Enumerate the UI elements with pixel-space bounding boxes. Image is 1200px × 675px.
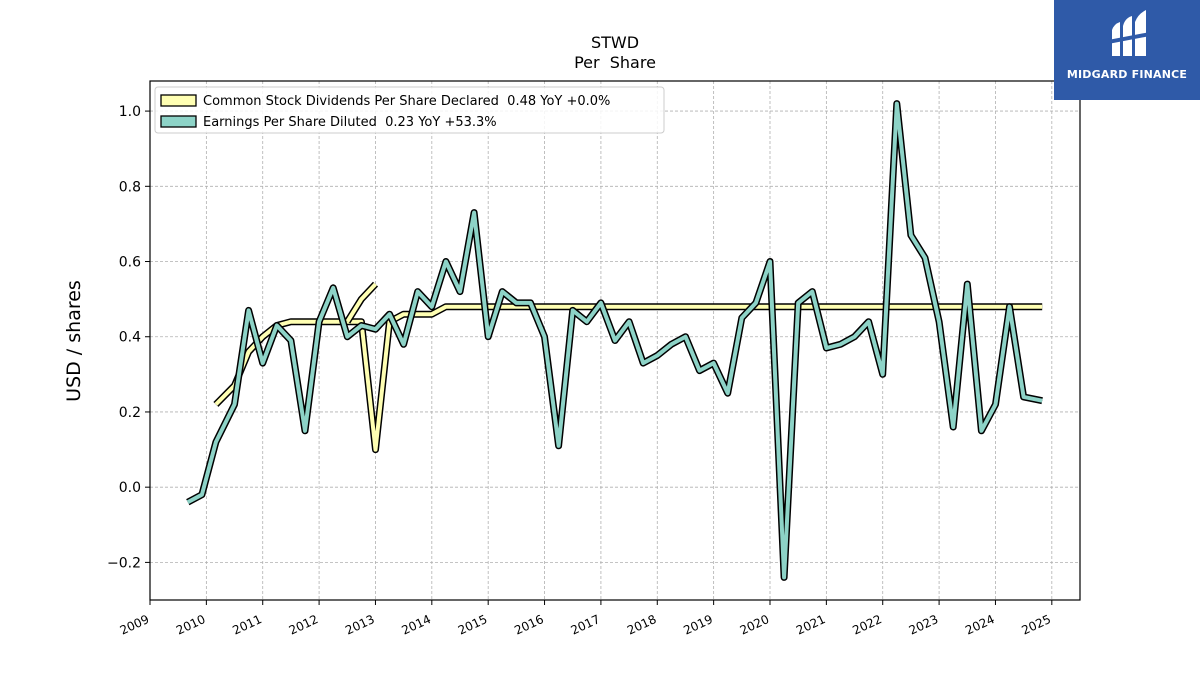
y-tick-label: 0.6: [119, 255, 141, 271]
x-tick-label: 2023: [907, 612, 941, 638]
x-tick-label: 2015: [456, 612, 490, 638]
y-tick-label: 1.0: [119, 104, 141, 120]
legend-swatch-eps: [160, 115, 197, 128]
x-tick-label: 2018: [625, 612, 659, 638]
x-tick-label: 2014: [399, 612, 433, 638]
y-tick-label: 0.0: [119, 480, 141, 496]
y-axis-label: USD / shares: [63, 280, 85, 402]
y-tick-label: 0.4: [119, 330, 141, 346]
x-tick-label: 2016: [512, 612, 546, 638]
x-tick-label: 2012: [287, 612, 321, 638]
dividends-spike-line: [345, 282, 377, 323]
y-tick-label: 0.2: [119, 405, 141, 421]
chart-title: STWD: [591, 33, 639, 52]
midgard-logo-icon: [1108, 10, 1150, 56]
x-tick-label: 2009: [118, 612, 152, 638]
x-tick-label: 2010: [174, 612, 208, 638]
x-tick-label: 2011: [230, 612, 264, 638]
axis-ticks: 2009 2010 2011 2012 2013 2014 2015 2016 2017 2018…: [107, 104, 1053, 638]
x-tick-label: 2020: [738, 612, 772, 638]
legend-swatch-dividends: [160, 94, 197, 107]
series-lines: [186, 100, 1043, 581]
legend-label-eps: Earnings Per Share Diluted 0.23 YoY +53.…: [203, 115, 497, 130]
plot-frame: [149, 80, 1081, 601]
x-tick-label: 2022: [850, 612, 884, 638]
legend-label-dividends: Common Stock Dividends Per Share Declare…: [203, 94, 610, 109]
dividends-series-line: [214, 304, 1043, 452]
y-tick-label: −0.2: [107, 555, 141, 571]
brand-name: MIDGARD FINANCE: [1066, 68, 1188, 81]
legend: Common Stock Dividends Per Share Declare…: [154, 86, 665, 134]
chart-subtitle: Per Share: [574, 53, 656, 72]
x-tick-label: 2021: [794, 612, 828, 638]
x-tick-label: 2013: [343, 612, 377, 638]
x-tick-label: 2024: [963, 612, 997, 638]
y-tick-label: 0.8: [119, 179, 141, 195]
x-tick-label: 2025: [1019, 612, 1053, 638]
x-tick-label: 2017: [569, 612, 603, 638]
x-tick-label: 2019: [681, 612, 715, 638]
legend-box: [154, 86, 665, 134]
brand-logo: MIDGARD FINANCE: [1054, 0, 1200, 100]
eps-series-line: [186, 101, 1043, 580]
